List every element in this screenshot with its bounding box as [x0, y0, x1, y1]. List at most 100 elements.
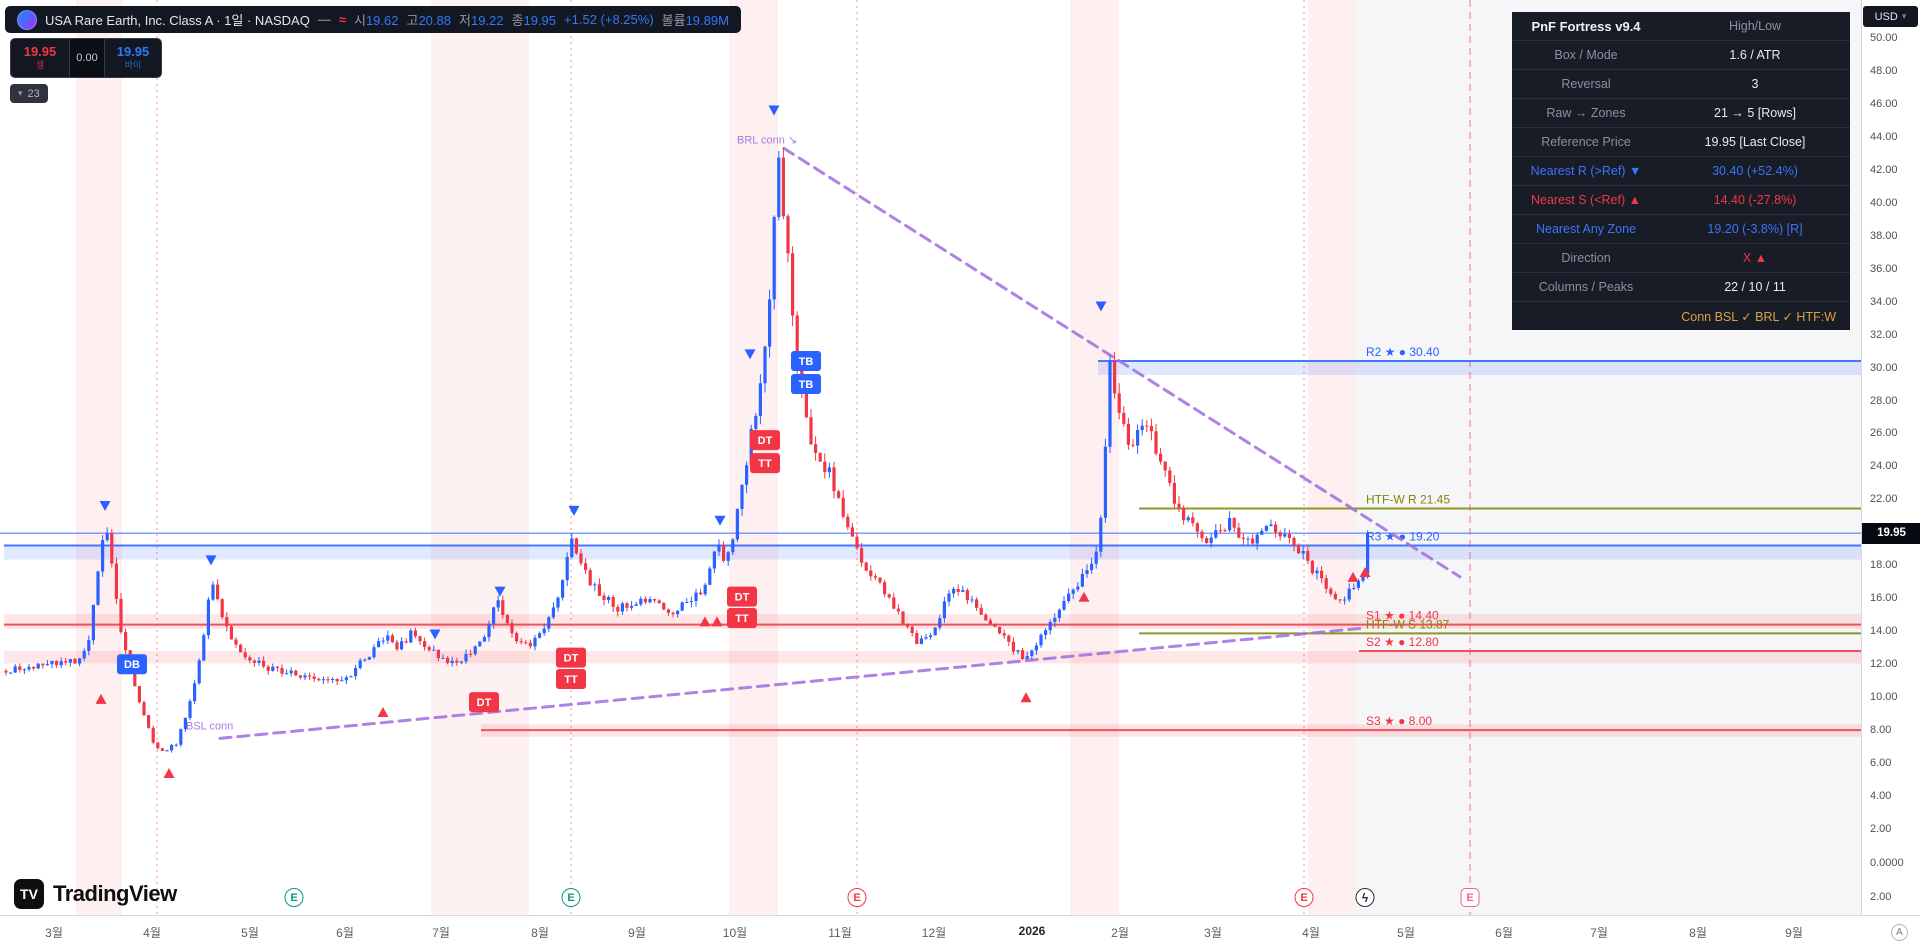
candle-body [795, 315, 799, 371]
candle-body [758, 383, 762, 416]
sell-signal-triangle-icon [768, 105, 780, 116]
auto-scale-toggle[interactable]: A [1891, 924, 1908, 941]
candle-body [602, 595, 606, 601]
candle-body [1366, 533, 1370, 574]
candle-body [211, 584, 215, 600]
earnings-event-icon[interactable]: E [847, 888, 867, 907]
price-tick: 22.00 [1870, 493, 1898, 506]
candle-body [22, 669, 26, 671]
candle-body [1154, 431, 1158, 454]
tradingview-logo[interactable]: TV TradingView [14, 879, 177, 909]
candle-body [1356, 580, 1360, 588]
price-tick: 44.00 [1870, 130, 1898, 143]
candle-body [298, 675, 302, 678]
buy-signal-triangle-icon [377, 707, 389, 718]
candle-body [381, 640, 385, 642]
earnings-event-icon[interactable]: E [284, 888, 304, 907]
price-tick: 10.00 [1870, 691, 1898, 704]
ohlc-item: 시19.62 [353, 13, 399, 28]
candle-body [722, 544, 726, 561]
price-axis[interactable]: 19.95 50.00 48.00 46.00 44.00 42.00 40.00 38.0… [1861, 0, 1920, 915]
candle-body [1241, 537, 1245, 539]
candle-body [409, 630, 413, 643]
pattern-label-text: DT [735, 592, 750, 604]
candle-body [850, 527, 854, 537]
time-tick: 8월 [531, 926, 549, 940]
pattern-label-text: TB [799, 379, 814, 391]
candle-body [358, 660, 362, 669]
currency-selector[interactable]: USD ▾ [1863, 6, 1918, 27]
split-event-icon[interactable]: ϟ [1355, 888, 1375, 907]
candle-body [915, 633, 919, 645]
sell-signal-triangle-icon [429, 629, 441, 640]
candle-body [924, 637, 928, 639]
candle-body [942, 601, 946, 619]
price-tick: 42.00 [1870, 163, 1898, 176]
candle-body [1057, 609, 1061, 618]
pattern-label-box [469, 692, 499, 713]
buy-button[interactable]: 19.95 바이 [105, 39, 161, 77]
sell-button[interactable]: 19.95 셀 [11, 39, 69, 77]
candle-body [423, 641, 427, 648]
candle-body [1191, 517, 1195, 524]
candle-body [331, 678, 335, 680]
sell-signal-triangle-icon [568, 505, 580, 516]
time-axis[interactable]: 3월 4월 5월 6월 7월 8월 9월 10월 11월 12월 2026 2월 3월 4월 5월 6월 7월 8… [0, 915, 1920, 946]
candle-body [1274, 524, 1278, 533]
candle-body [1255, 534, 1259, 544]
candle-body [1030, 650, 1034, 656]
price-tick: 14.00 [1870, 625, 1898, 638]
candle-body [377, 641, 381, 648]
time-tick: 6월 [1495, 926, 1513, 940]
candle-body [717, 544, 721, 552]
earnings-event-icon[interactable]: E [561, 888, 581, 907]
session-highlight-band [431, 0, 529, 915]
candle-body [574, 538, 578, 554]
price-tick: 30.00 [1870, 361, 1898, 374]
candle-body [271, 666, 275, 671]
candle-body [459, 661, 463, 663]
price-chart[interactable]: R2 ★ ● 30.40 HTF-W R 21.45 R3 ★ ● 19.20 S1 … [0, 0, 1861, 915]
candle-body [464, 653, 468, 662]
buy-signal-triangle-icon [1359, 566, 1371, 577]
price-tick: 48.00 [1870, 64, 1898, 77]
pnf-fortress-panel: PnF Fortress v9.4 High/Low Box / Mode 1.6 /… [1512, 12, 1850, 330]
candle-body [478, 641, 482, 647]
indicators-collapse-badge[interactable]: ▾ 23 [10, 84, 48, 103]
candle-body [9, 672, 13, 674]
candle-body [1071, 589, 1075, 594]
candle-body [1333, 593, 1337, 600]
time-tick: 8월 [1689, 926, 1707, 940]
candle-body [979, 607, 983, 615]
candle-body [878, 577, 882, 583]
earnings-event-icon[interactable]: E [1460, 888, 1480, 907]
earnings-event-icon[interactable]: E [1294, 888, 1314, 907]
candle-body [860, 548, 864, 563]
candle-body [588, 570, 592, 586]
candle-body [252, 660, 256, 663]
candle-body [1324, 578, 1328, 589]
candle-body [142, 702, 146, 716]
symbol-legend[interactable]: USA Rare Earth, Inc. Class A · 1일 · NASD… [5, 6, 741, 33]
candle-body [823, 461, 827, 473]
candle-body [551, 607, 555, 618]
pattern-label-box [556, 669, 586, 690]
candle-body [105, 533, 109, 541]
pnf-value: 22 / 10 / 11 [1724, 280, 1786, 294]
symbol-logo-icon [17, 9, 37, 30]
candle-body [1002, 633, 1006, 636]
candle-body [699, 592, 703, 595]
candle-body [777, 157, 781, 218]
buy-signal-triangle-icon [1020, 692, 1032, 703]
zone-label: HTF-W S 13.87 [1366, 617, 1450, 631]
candle-body [1292, 537, 1296, 545]
candle-body [616, 606, 620, 612]
candle-body [372, 647, 376, 658]
time-tick: 6월 [336, 926, 354, 940]
candle-body [243, 652, 247, 658]
trendline-annotation: BSL conn [186, 720, 233, 732]
candle-body [524, 642, 528, 644]
price-tick: 46.00 [1870, 97, 1898, 110]
candle-body [156, 742, 160, 749]
